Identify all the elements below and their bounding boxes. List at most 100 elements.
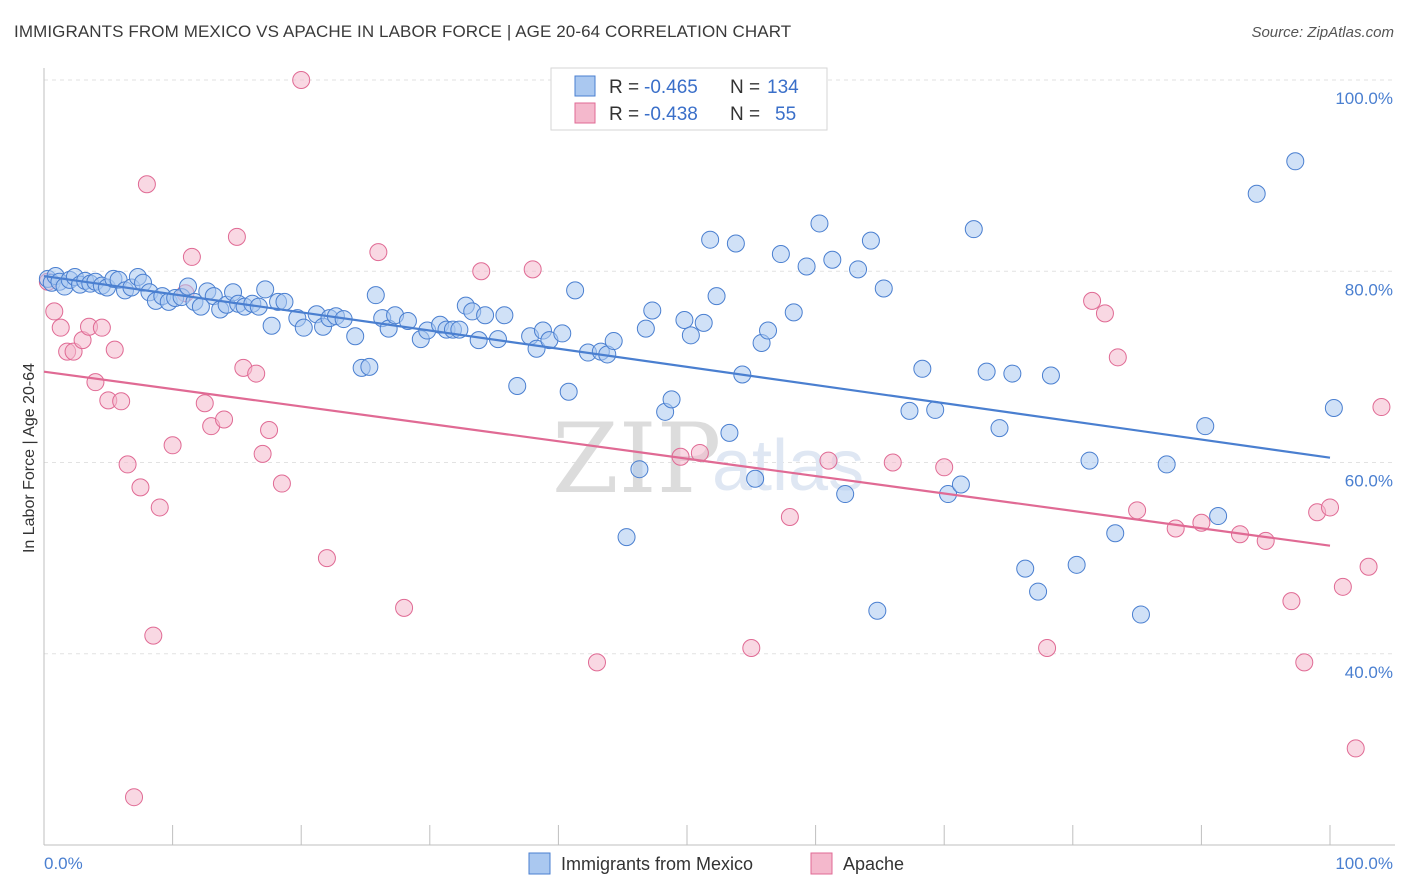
apache-point-24: [227, 227, 246, 246]
mexico-point-115: [1003, 364, 1022, 383]
x-ticks: [43, 825, 1331, 845]
mexico-point-96: [759, 321, 778, 340]
apache-point-32: [369, 243, 388, 262]
mexico-point-55: [398, 311, 417, 330]
mexico-point-87: [681, 326, 700, 345]
mexico-point-125: [1209, 507, 1228, 526]
apache-point-60: [1372, 398, 1391, 417]
mexico-point-88: [694, 313, 713, 332]
mexico-point-80: [617, 528, 636, 547]
mexico-point-81: [630, 460, 649, 479]
mexico-point-128: [1324, 398, 1343, 417]
apache-point-56: [1321, 498, 1339, 517]
mexico-point-120: [1080, 451, 1099, 470]
apache-point-18: [163, 436, 182, 455]
apache-point-41: [819, 451, 838, 470]
mexico-point-37: [256, 280, 275, 299]
mexico-point-104: [861, 231, 880, 250]
apache-point-29: [272, 474, 291, 493]
mexico-point-86: [675, 311, 694, 330]
bottom-legend: Immigrants from Mexico Apache: [528, 852, 904, 875]
apache-point-8: [92, 318, 111, 337]
mexico-point-89: [701, 230, 720, 249]
mexico-point-92: [726, 234, 745, 253]
mexico-point-124: [1196, 417, 1215, 436]
legend-r-value-1: -0.465: [644, 77, 698, 98]
mexico-point-85: [662, 390, 681, 409]
mexico-point-73: [553, 324, 572, 343]
apache-point-52: [1256, 531, 1275, 550]
apache-point-54: [1295, 653, 1314, 672]
apache-point-2: [51, 318, 70, 337]
legend-n-label-1: N =: [730, 77, 760, 98]
apache-point-53: [1282, 592, 1301, 611]
axes: [43, 68, 1395, 846]
mexico-point-68: [508, 377, 527, 395]
mexico-point-101: [823, 250, 842, 269]
mexico-point-75: [566, 281, 585, 300]
mexico-point-64: [469, 331, 488, 350]
mexico-point-123: [1157, 455, 1176, 474]
apache-point-23: [215, 410, 234, 429]
bottom-legend-swatch-mexico: [528, 852, 551, 875]
apache-point-10: [105, 340, 124, 359]
apache-point-31: [317, 549, 336, 568]
y-axis-label: In Labor Force | Age 20-64: [21, 363, 38, 553]
apache-point-15: [137, 175, 156, 194]
apache-point-26: [247, 364, 266, 383]
apache-point-45: [1083, 291, 1102, 310]
apache-point-42: [883, 453, 902, 472]
mexico-point-99: [797, 257, 816, 276]
mexico-point-122: [1131, 605, 1150, 624]
mexico-point-40: [275, 292, 294, 311]
mexico-point-90: [707, 287, 726, 306]
mexico-point-127: [1286, 152, 1305, 171]
apache-point-43: [935, 458, 954, 477]
bottom-legend-swatch-apache: [810, 852, 833, 875]
mexico-point-116: [1016, 559, 1035, 578]
apache-point-40: [780, 508, 799, 527]
apache-point-27: [253, 444, 272, 463]
mexico-point-83: [643, 301, 662, 320]
apache-point-13: [125, 788, 144, 807]
y-tick-label-60: 60.0%: [1345, 472, 1393, 491]
mexico-point-97: [771, 245, 790, 264]
trend-lines: [43, 274, 1331, 547]
mexico-point-103: [849, 260, 868, 279]
apache-point-30: [292, 71, 311, 89]
mexico-points: [38, 152, 1343, 624]
apache-point-16: [144, 626, 163, 645]
mexico-point-38: [262, 316, 281, 335]
mexico-point-94: [746, 469, 765, 488]
mexico-point-108: [913, 359, 932, 378]
y-tick-labels: 40.0% 60.0% 80.0% 100.0%: [1335, 89, 1393, 682]
legend-n-value-1: 134: [767, 77, 799, 98]
mexico-point-79: [604, 332, 623, 351]
mexico-point-121: [1106, 524, 1125, 543]
x-tick-label-min: 0.0%: [44, 854, 83, 873]
apache-point-49: [1166, 519, 1185, 538]
mexico-point-106: [874, 279, 893, 298]
mexico-point-74: [559, 382, 578, 401]
y-tick-label-40: 40.0%: [1345, 663, 1393, 682]
apache-point-58: [1346, 739, 1365, 758]
apache-point-35: [523, 260, 542, 279]
apache-point-59: [1359, 557, 1378, 576]
mexico-point-111: [951, 475, 970, 494]
chart-source: Source: ZipAtlas.com: [1251, 24, 1394, 41]
mexico-point-113: [977, 362, 996, 381]
mexico-point-98: [784, 303, 803, 322]
apache-point-17: [150, 498, 169, 517]
apache-point-47: [1108, 348, 1127, 367]
mexico-trend-line: [43, 274, 1331, 459]
apache-point-48: [1128, 501, 1147, 520]
mexico-point-118: [1041, 366, 1060, 385]
apache-point-46: [1095, 304, 1114, 323]
legend-n-value-2: 55: [775, 104, 796, 125]
legend-r-value-2: -0.438: [644, 104, 698, 125]
legend-swatch-blue: [574, 75, 596, 97]
legend-swatch-pink: [574, 102, 596, 124]
apache-point-21: [195, 394, 214, 413]
mexico-point-100: [810, 214, 829, 233]
